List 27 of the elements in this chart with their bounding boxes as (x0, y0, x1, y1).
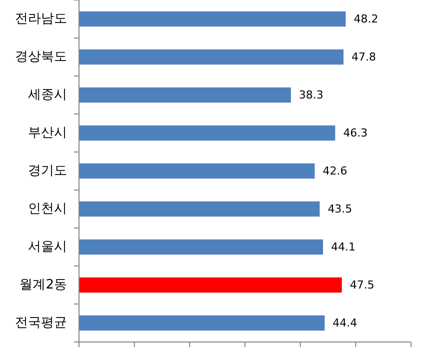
bar (79, 315, 325, 331)
bar (79, 49, 344, 65)
y-tick-label: 전라남도 (15, 12, 67, 26)
bar (79, 163, 315, 179)
bar (79, 239, 324, 255)
bar (79, 87, 291, 103)
y-tick-label: 세종시 (28, 88, 67, 102)
data-label: 44.1 (331, 240, 356, 254)
data-label: 46.3 (343, 126, 368, 140)
data-label: 48.2 (354, 12, 378, 26)
bar (79, 201, 320, 217)
bar (79, 277, 342, 293)
y-tick-label: 경상북도 (15, 50, 67, 64)
bar (79, 11, 346, 27)
data-label: 42.6 (322, 164, 348, 178)
y-tick-label: 전국평균 (15, 316, 67, 330)
data-label: 47.5 (350, 278, 374, 292)
data-label: 44.4 (332, 316, 358, 330)
bar (79, 125, 336, 141)
data-label: 47.8 (351, 50, 376, 64)
y-tick-label: 월계2동 (20, 278, 67, 292)
data-label: 38.3 (298, 88, 324, 102)
y-tick-label: 서울시 (28, 240, 67, 254)
data-label: 43.5 (328, 202, 352, 216)
y-tick-label: 경기도 (28, 164, 67, 178)
y-tick-label: 부산시 (28, 126, 67, 140)
y-tick-label: 인천시 (28, 202, 67, 216)
